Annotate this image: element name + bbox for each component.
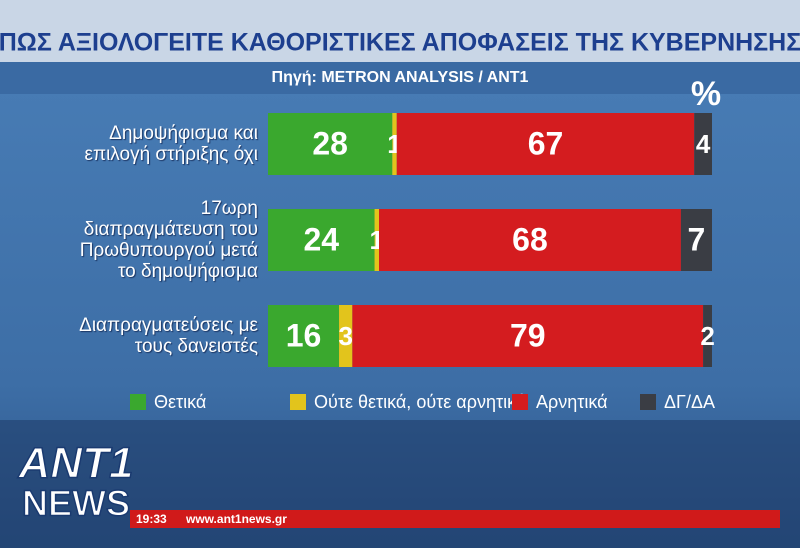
value-label: 4 — [696, 129, 711, 159]
legend-swatch — [290, 394, 306, 410]
legend-swatch — [640, 394, 656, 410]
bar-segment — [379, 209, 681, 271]
logo-bottom: NEWS — [22, 483, 130, 524]
ticker-time: 19:33 — [136, 512, 167, 526]
bar-segment — [339, 305, 353, 367]
category-label: 17ωρη διαπραγμάτευση του Πρωθυπουργού με… — [79, 198, 258, 282]
ticker-bar — [130, 510, 780, 528]
value-label: 24 — [303, 221, 339, 257]
bar-segment — [680, 209, 712, 271]
value-label: 79 — [510, 317, 546, 353]
bar-segment — [374, 209, 379, 271]
legend-swatch — [130, 394, 146, 410]
title-band — [0, 0, 800, 62]
value-label: 28 — [312, 125, 348, 161]
bar-segment — [268, 209, 375, 271]
value-label: 7 — [688, 221, 706, 257]
bars: 28 1 67 424 1 68 716 3 79 2 — [268, 113, 715, 367]
value-label: 3 — [338, 321, 352, 351]
bar-segment — [352, 305, 704, 367]
bar-segment — [396, 113, 695, 175]
legend-label: ΔΓ/ΔΑ — [664, 392, 715, 412]
category-label: Δημοψήφισμα και επιλογή στήριξης όχι — [84, 123, 258, 165]
value-label: 68 — [512, 221, 548, 257]
value-label: 16 — [286, 317, 322, 353]
ticker-url: www.ant1news.gr — [185, 512, 287, 526]
category-label: Διαπραγματεύσεις με τους δανειστές — [79, 315, 258, 357]
legend-swatch — [512, 394, 528, 410]
bar-segment — [392, 113, 397, 175]
logo-top: ANT1 — [18, 439, 134, 488]
legend-label: Αρνητικά — [536, 392, 608, 412]
bar-segment — [694, 113, 712, 175]
chart-title: ΠΩΣ ΑΞΙΟΛΟΓΕΙΤΕ ΚΑΘΟΡΙΣΤΙΚΕΣ ΑΠΟΦΑΣΕΙΣ Τ… — [0, 29, 800, 57]
bar-segment — [268, 305, 340, 367]
bar-segment — [703, 305, 712, 367]
bar-segment — [268, 113, 393, 175]
legend-label: Θετικά — [154, 392, 206, 412]
legend-label: Ούτε θετικά, ούτε αρνητικά — [314, 392, 526, 412]
unit-label: % — [691, 75, 721, 113]
value-label: 67 — [528, 125, 564, 161]
chart-subtitle: Πηγή: METRON ANALYSIS / ANT1 — [272, 69, 529, 86]
subtitle-band — [0, 62, 800, 94]
value-label: 2 — [700, 321, 714, 351]
legend: Θετικά Ούτε θετικά, ούτε αρνητικά Αρνητικά… — [130, 392, 715, 412]
